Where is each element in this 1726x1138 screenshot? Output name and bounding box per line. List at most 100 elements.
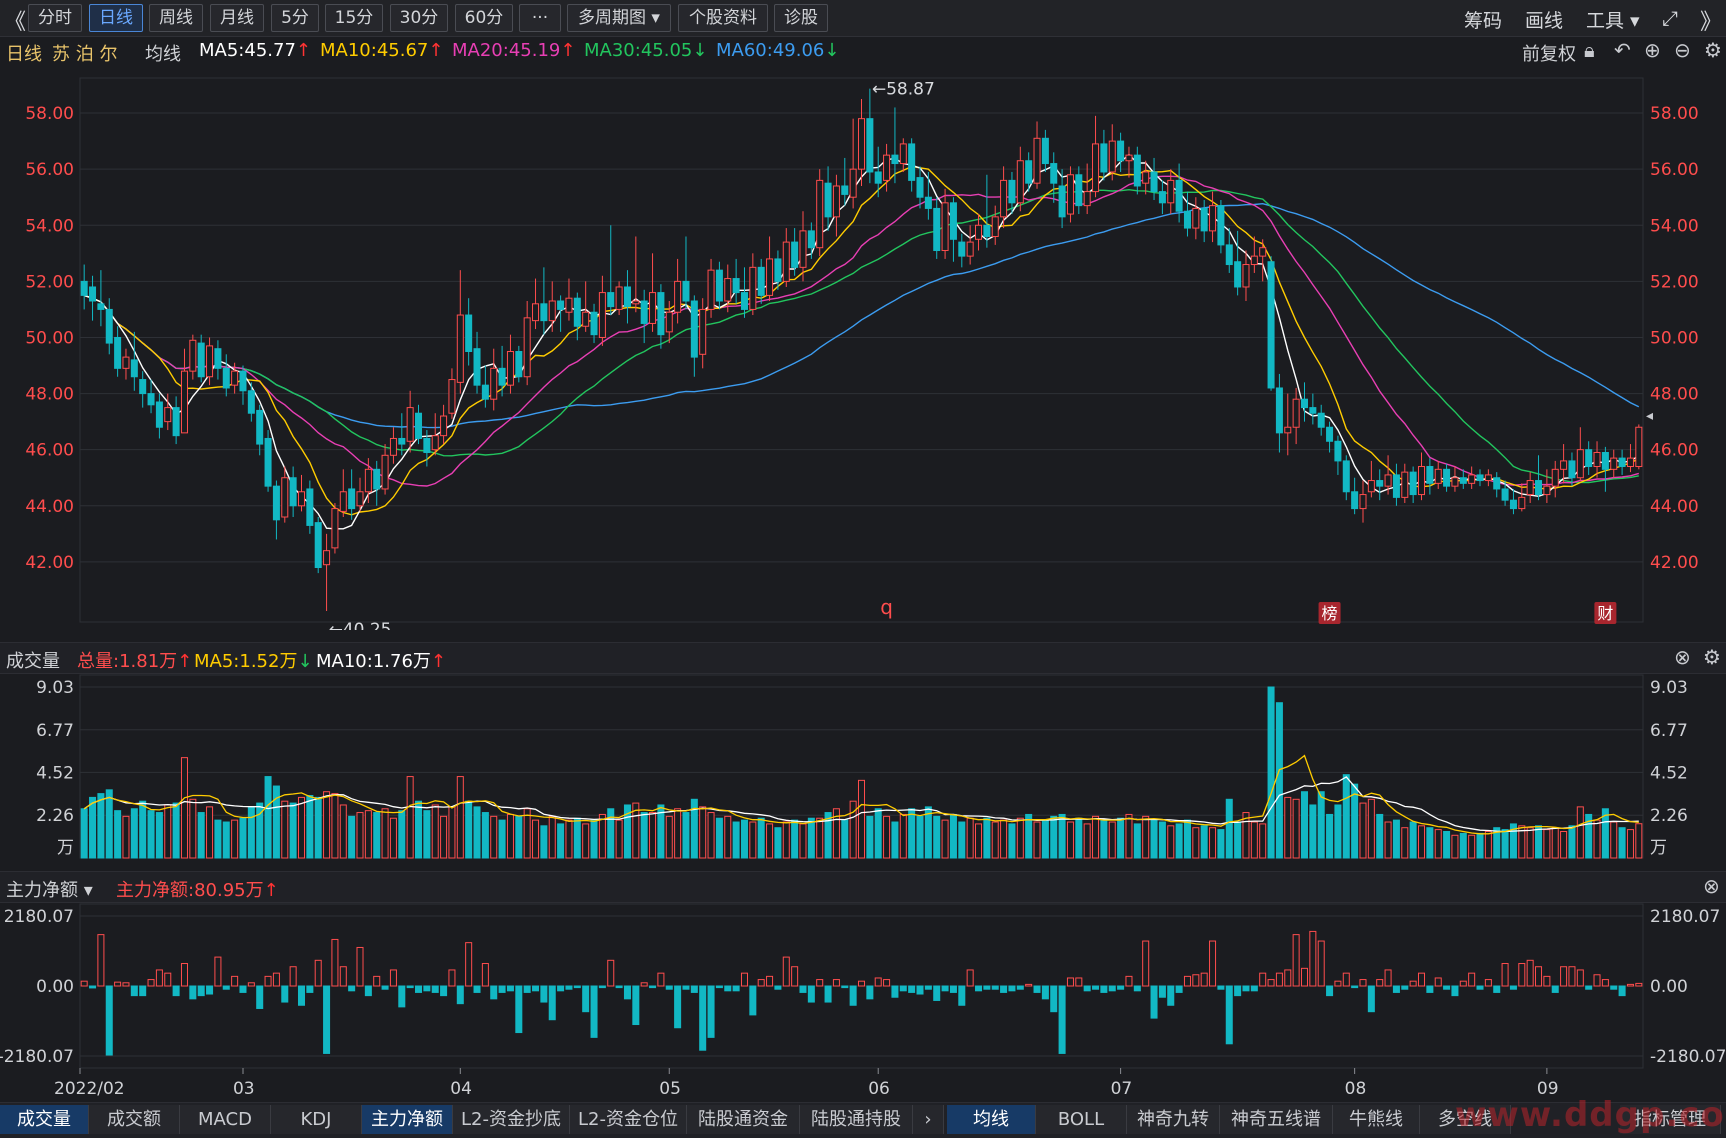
volume-bar xyxy=(1133,823,1141,859)
period-tab-15min[interactable]: 15分 xyxy=(325,4,383,32)
candle-body xyxy=(807,230,815,249)
gear-icon[interactable]: ⚙ xyxy=(1703,645,1721,669)
flow-bar xyxy=(1250,985,1258,992)
flow-bar xyxy=(632,985,640,1026)
candle-body xyxy=(958,241,966,257)
tab-magic-five[interactable]: 神奇五线谱 xyxy=(1220,1105,1333,1134)
tab-bull-bear[interactable]: 牛熊线 xyxy=(1333,1105,1420,1134)
tab-volume[interactable]: 成交量 xyxy=(0,1105,89,1134)
stock-profile-button[interactable]: 个股资料 xyxy=(678,4,768,32)
tab-boll[interactable]: BOLL xyxy=(1036,1105,1127,1134)
zoom-out-icon[interactable]: ⊖ xyxy=(1674,38,1691,62)
tab-macd[interactable]: MACD xyxy=(180,1105,271,1134)
volume-bar xyxy=(958,821,966,859)
volume-bar xyxy=(1535,825,1543,859)
candle-body xyxy=(1108,140,1116,173)
volume-bar xyxy=(1493,827,1501,859)
y-tick-label-right: 6.77 xyxy=(1650,721,1688,741)
period-tab-daily[interactable]: 日线 xyxy=(89,4,143,32)
tab-l2-position[interactable]: L2-资金仓位 xyxy=(570,1105,687,1134)
tab-l2-bottom[interactable]: L2-资金抄底 xyxy=(453,1105,570,1134)
period-tab-minute[interactable]: 分时 xyxy=(28,4,82,32)
stock-name[interactable]: 苏 泊 尔 xyxy=(52,44,118,65)
tab-hk-connect-holdings[interactable]: 陆股通持股 xyxy=(800,1105,913,1134)
volume-bar xyxy=(1593,819,1601,859)
volume-bar xyxy=(1426,827,1434,859)
flow-bar xyxy=(114,981,122,987)
flow-bar xyxy=(1334,980,1342,987)
undo-icon[interactable]: ↶ xyxy=(1614,38,1631,62)
y-tick-label-left: 48.00 xyxy=(25,385,74,405)
volume-chart[interactable]: 9.03 9.03 6.77 6.77 4.52 4.52 2.26 2.26 万 万 xyxy=(0,673,1726,873)
collapse-left-icon[interactable]: 《 xyxy=(4,10,27,35)
flow-bar xyxy=(1108,985,1116,992)
volume-bar xyxy=(1092,815,1100,859)
tab-long-short[interactable]: 多空线 xyxy=(1420,1105,1511,1134)
diagnose-button[interactable]: 诊股 xyxy=(774,4,828,32)
close-icon[interactable]: ⊗ xyxy=(1674,645,1691,669)
period-tab-monthly[interactable]: 月线 xyxy=(210,4,264,32)
tab-kdj[interactable]: KDJ xyxy=(271,1105,362,1134)
main-flow-chart[interactable]: 2180.07 2180.07 0.00 0.00 -2180.07 -2180.07 20… xyxy=(0,902,1726,1102)
period-tab-30min[interactable]: 30分 xyxy=(390,4,448,32)
gear-icon[interactable]: ⚙ xyxy=(1704,38,1722,62)
flow-bar xyxy=(339,966,347,987)
candle-body xyxy=(431,435,439,451)
volume-title[interactable]: 成交量 xyxy=(6,651,60,672)
volume-bar xyxy=(189,798,197,859)
chips-link[interactable]: 筹码 xyxy=(1464,10,1503,32)
tab-main-flow[interactable]: 主力净额 xyxy=(362,1105,453,1134)
tab-magic-nine[interactable]: 神奇九转 xyxy=(1127,1105,1220,1134)
candle-body xyxy=(1292,398,1300,428)
indicator-manage-button[interactable]: 指标管理 xyxy=(1620,1105,1721,1134)
chevron-right-icon[interactable]: › xyxy=(913,1105,944,1134)
more-periods-button[interactable]: ··· xyxy=(519,4,561,32)
volume-bar xyxy=(389,817,397,859)
lock-icon[interactable]: 🔒︎ xyxy=(1584,38,1595,62)
flow-title[interactable]: 主力净额 ▾ xyxy=(6,880,93,901)
tab-turnover[interactable]: 成交额 xyxy=(89,1105,180,1134)
candle-body xyxy=(247,390,255,414)
flow-bar xyxy=(1392,985,1400,993)
flow-bar xyxy=(89,985,97,989)
ma30-line xyxy=(83,188,1639,484)
candle-body xyxy=(448,379,456,414)
multi-period-dropdown[interactable]: 多周期图 ▾ xyxy=(567,4,671,32)
period-tab-5min[interactable]: 5分 xyxy=(271,4,319,32)
flow-bar xyxy=(640,982,648,987)
ma-label[interactable]: 均线 xyxy=(145,44,181,65)
flow-bar xyxy=(164,972,172,987)
candle-body xyxy=(1535,480,1543,496)
candle-body xyxy=(1150,171,1158,193)
expand-icon[interactable]: ⤢ xyxy=(1662,6,1678,30)
candle-body xyxy=(373,468,381,490)
close-icon[interactable]: ⊗ xyxy=(1703,874,1720,898)
zoom-in-icon[interactable]: ⊕ xyxy=(1644,38,1661,62)
adjust-mode[interactable]: 前复权 xyxy=(1522,44,1576,65)
period-tab-weekly[interactable]: 周线 xyxy=(149,4,203,32)
volume-bar xyxy=(874,808,882,859)
candle-body xyxy=(406,407,414,442)
volume-bar xyxy=(289,802,297,859)
period-tab-60min[interactable]: 60分 xyxy=(455,4,513,32)
flow-bar xyxy=(724,985,732,992)
flow-bar xyxy=(314,959,322,987)
tools-link[interactable]: 工具 ▾ xyxy=(1586,10,1640,32)
volume-bar xyxy=(949,813,957,859)
volume-bar xyxy=(766,823,774,859)
flow-bar xyxy=(172,985,180,997)
volume-bar xyxy=(824,812,832,859)
tab-ma[interactable]: 均线 xyxy=(947,1105,1036,1134)
draw-link[interactable]: 画线 xyxy=(1525,10,1564,32)
volume-bar xyxy=(674,808,682,859)
candle-body xyxy=(1593,451,1601,468)
y-tick-label-right: 42.00 xyxy=(1650,553,1699,573)
tab-hk-connect-funds[interactable]: 陆股通资金 xyxy=(687,1105,800,1134)
collapse-right-icon[interactable]: 》 xyxy=(1700,10,1723,35)
flow-bar xyxy=(105,985,113,1056)
volume-bar xyxy=(373,812,381,859)
y-tick-label-left: 52.00 xyxy=(25,272,74,292)
candle-body xyxy=(481,384,489,400)
candle-body xyxy=(740,292,748,310)
candlestick-chart[interactable]: 58.00 58.00 56.00 56.00 54.00 54.00 52.00 52.00… xyxy=(0,70,1726,630)
